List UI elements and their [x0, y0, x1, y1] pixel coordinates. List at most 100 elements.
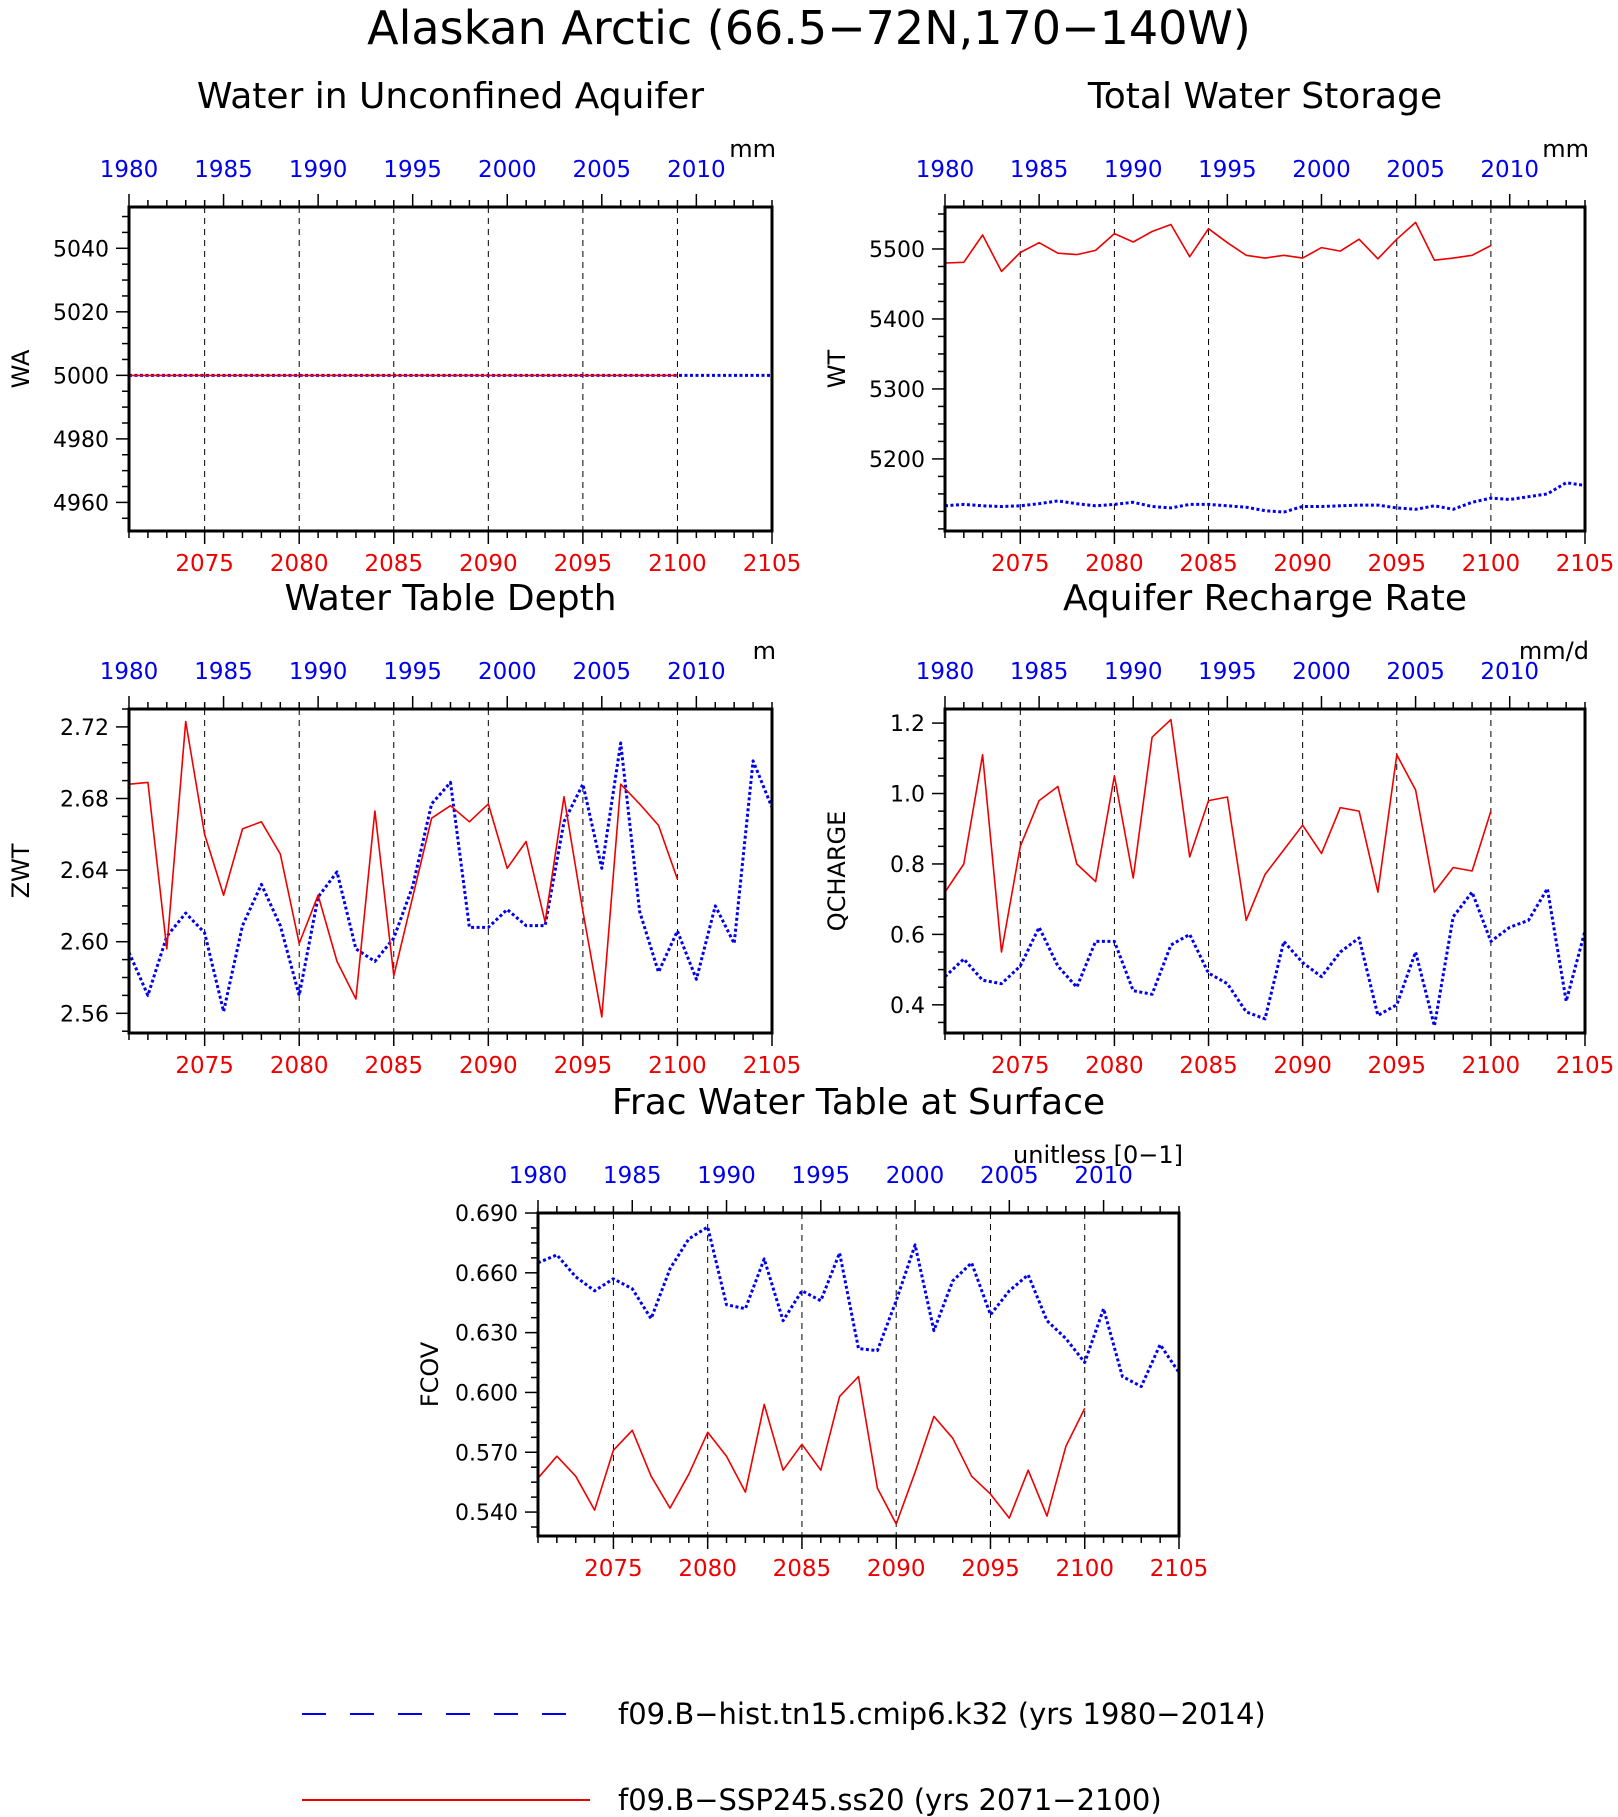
x-tick-label-top: 1990 [289, 659, 348, 685]
x-tick-label-top: 2010 [667, 157, 726, 183]
x-tick-label-top: 1985 [603, 1163, 662, 1189]
x-tick-label-top: 1995 [1198, 659, 1257, 685]
x-tick-label-top: 2010 [1074, 1163, 1133, 1189]
series-hist-line [127, 741, 774, 1013]
plot-frame [127, 707, 774, 1035]
y-tick-label: 2.60 [60, 931, 109, 956]
x-tick-label-top: 1985 [1010, 659, 1069, 685]
y-tick-label: 1.2 [890, 712, 925, 737]
y-tick-label: 5000 [53, 364, 109, 389]
x-tick-label-bottom: 2105 [1556, 551, 1615, 577]
y-tick-label: 5400 [869, 308, 925, 333]
x-tick-label-top: 2005 [980, 1163, 1039, 1189]
y-axis-label: FCOV [416, 1341, 444, 1407]
x-tick-label-bottom: 2075 [584, 1556, 643, 1582]
x-tick-label-top: 1980 [916, 659, 975, 685]
legend-hist-label: f09.B−hist.tn15.cmip6.k32 (yrs 1980−2014… [618, 1697, 1266, 1731]
y-tick-label: 2.56 [60, 1002, 109, 1027]
figure-title: Alaskan Arctic (66.5−72N,170−140W) [367, 1, 1251, 55]
x-tick-label-bottom: 2090 [867, 1556, 926, 1582]
x-tick-label-top: 2000 [886, 1163, 945, 1189]
x-tick-label-bottom: 2095 [1367, 551, 1426, 577]
x-tick-label-bottom: 2095 [554, 1053, 613, 1079]
y-tick-label: 0.4 [890, 994, 925, 1019]
series-hist-line [537, 1225, 1181, 1388]
x-tick-label-top: 2005 [573, 157, 632, 183]
x-tick-label-bottom: 2100 [1055, 1556, 1114, 1582]
x-tick-label-bottom: 2085 [364, 551, 423, 577]
x-tick-label-bottom: 2075 [175, 551, 234, 577]
units-label: unitless [0−1] [1013, 1141, 1183, 1169]
legend: f09.B−hist.tn15.cmip6.k32 (yrs 1980−2014… [302, 1697, 1266, 1817]
legend-ssp-label: f09.B−SSP245.ss20 (yrs 2071−2100) [618, 1783, 1162, 1817]
series-ssp-line [944, 718, 1492, 953]
y-tick-label: 4960 [53, 491, 109, 516]
x-tick-label-top: 2005 [573, 659, 632, 685]
panels: Water in Unconfined Aquifer mm WA 4960 4980 5… [7, 76, 1614, 1582]
x-tick-label-bottom: 2090 [1273, 1053, 1332, 1079]
x-tick-label-bottom: 2090 [459, 1053, 518, 1079]
panel-title: Frac Water Table at Surface [612, 1082, 1105, 1123]
series-ssp-line [537, 1375, 1086, 1525]
x-tick-label-top: 1985 [194, 659, 253, 685]
x-tick-label-top: 1995 [792, 1163, 851, 1189]
x-tick-label-bottom: 2100 [648, 551, 707, 577]
y-tick-label: 2.68 [60, 788, 109, 813]
y-tick-label: 5200 [869, 448, 925, 473]
x-tick-label-bottom: 2095 [554, 551, 613, 577]
x-tick-label-top: 1980 [916, 157, 975, 183]
plot-frame [536, 1211, 1181, 1538]
y-tick-label: 5020 [53, 301, 109, 326]
x-tick-label-top: 1990 [697, 1163, 756, 1189]
y-tick-label: 2.72 [60, 716, 109, 741]
y-axis-label: ZWT [7, 843, 35, 898]
x-tick-label-top: 1980 [100, 659, 159, 685]
y-tick-label: 5300 [869, 378, 925, 403]
plot-frame [127, 205, 774, 533]
series-hist-line [944, 481, 1586, 514]
x-tick-label-bottom: 2080 [270, 1053, 329, 1079]
chart-panel: Water in Unconfined Aquifer mm WA 4960 4980 5… [7, 76, 801, 577]
y-tick-label: 0.8 [890, 853, 925, 878]
x-tick-label-bottom: 2085 [1179, 551, 1238, 577]
y-tick-label: 0.660 [455, 1262, 518, 1287]
x-tick-label-bottom: 2095 [961, 1556, 1020, 1582]
x-tick-label-bottom: 2085 [773, 1556, 832, 1582]
x-tick-label-top: 2005 [1386, 659, 1445, 685]
y-tick-label: 0.630 [455, 1322, 518, 1347]
x-tick-label-top: 2000 [478, 659, 537, 685]
x-tick-label-top: 1995 [383, 659, 442, 685]
x-tick-label-top: 1990 [289, 157, 348, 183]
y-tick-label: 0.690 [455, 1202, 518, 1227]
x-tick-label-top: 1980 [509, 1163, 568, 1189]
x-tick-label-bottom: 2080 [270, 551, 329, 577]
x-tick-label-bottom: 2100 [1462, 1053, 1521, 1079]
x-tick-label-top: 1990 [1104, 659, 1163, 685]
y-tick-label: 0.570 [455, 1441, 518, 1466]
plot-frame [943, 707, 1587, 1035]
x-tick-label-bottom: 2090 [459, 551, 518, 577]
y-axis-label: WA [7, 349, 35, 388]
panel-title: Aquifer Recharge Rate [1063, 578, 1467, 619]
x-tick-label-bottom: 2080 [1085, 551, 1144, 577]
x-tick-label-bottom: 2085 [364, 1053, 423, 1079]
x-tick-label-top: 2010 [1480, 157, 1539, 183]
x-tick-label-top: 2005 [1386, 157, 1445, 183]
x-tick-label-bottom: 2105 [743, 1053, 802, 1079]
chart-panel: Total Water Storage mm WT 5200 5300 5400 5500 2… [823, 76, 1614, 577]
x-tick-label-top: 1985 [1010, 157, 1069, 183]
panel-title: Water in Unconfined Aquifer [197, 76, 704, 117]
y-tick-label: 5040 [53, 237, 109, 262]
series-ssp-line [944, 221, 1492, 273]
x-tick-label-top: 1980 [100, 157, 159, 183]
y-tick-label: 2.64 [60, 859, 109, 884]
units-label: m [753, 637, 776, 665]
x-tick-label-bottom: 2080 [1085, 1053, 1144, 1079]
plot-frame [943, 205, 1587, 533]
x-tick-label-bottom: 2075 [991, 1053, 1050, 1079]
y-tick-label: 0.540 [455, 1501, 518, 1526]
panel-title: Water Table Depth [284, 578, 616, 619]
x-tick-label-bottom: 2085 [1179, 1053, 1238, 1079]
units-label: mm [729, 135, 776, 163]
